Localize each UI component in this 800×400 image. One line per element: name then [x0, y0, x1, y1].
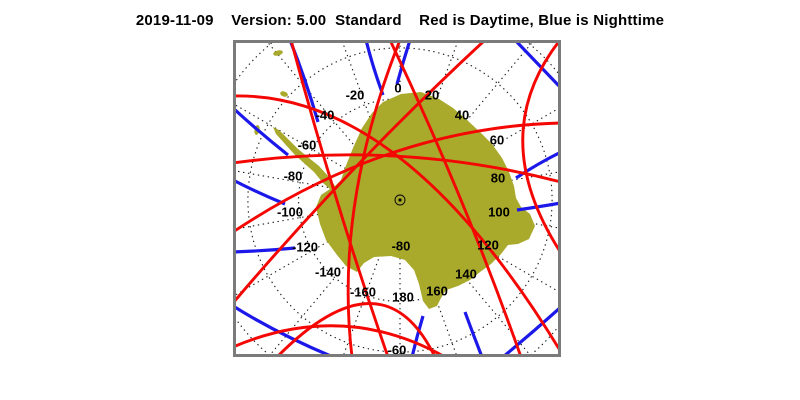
longitude-label: 40: [455, 108, 469, 123]
longitude-label: 80: [491, 171, 505, 186]
longitude-label: 0: [394, 81, 401, 96]
ground-track: [233, 106, 289, 157]
longitude-label: 120: [477, 238, 499, 253]
longitude-label: 180: [392, 290, 414, 305]
ground-track: [513, 40, 561, 90]
ground-track: [233, 246, 296, 254]
longitude-label: 20: [425, 88, 439, 103]
longitude-label: -20: [346, 88, 365, 103]
longitude-label: -140: [315, 265, 341, 280]
ground-track: [515, 150, 561, 180]
antarctica-shape: [273, 92, 535, 309]
ground-track: [521, 40, 561, 254]
pole-circle: [394, 194, 406, 206]
longitude-label: -80: [284, 169, 303, 184]
ground-track: [410, 315, 425, 357]
ground-track: [346, 40, 402, 357]
ground-track: [289, 40, 390, 357]
longitude-label: -60: [298, 138, 317, 153]
polar-map-panel: 0 20 40 60 80 100 120 140 160 180 -160 -140 -120 -100…: [233, 40, 561, 357]
longitude-label: -160: [350, 285, 376, 300]
pole-dot: [398, 198, 402, 202]
longitude-label: 140: [455, 267, 477, 282]
island-shape: [280, 91, 288, 97]
latitude-circle: [247, 47, 553, 353]
ground-track: [388, 40, 523, 357]
ground-track: [233, 324, 446, 357]
longitude-label: 100: [488, 205, 510, 220]
ground-track: [233, 40, 486, 304]
latitude-label: -80: [392, 239, 411, 254]
longitude-label: 160: [426, 284, 448, 299]
ground-track: [501, 305, 561, 357]
ground-track: [233, 94, 561, 353]
island-shape: [273, 50, 283, 56]
ground-track: [516, 201, 561, 212]
longitude-label: -100: [277, 205, 303, 220]
longitude-label: 60: [490, 133, 504, 148]
ground-track: [233, 121, 561, 234]
plot-title: 2019-11-09 Version: 5.00 Standard Red is…: [135, 12, 665, 29]
ground-track: [275, 302, 437, 357]
latitude-label: -60: [388, 343, 407, 358]
ground-track: [463, 311, 484, 357]
longitude-label: -40: [316, 108, 335, 123]
daytime-ground-tracks: [233, 40, 561, 357]
longitude-label: -120: [292, 240, 318, 255]
ground-track: [395, 40, 412, 85]
map-frame: [233, 40, 561, 357]
